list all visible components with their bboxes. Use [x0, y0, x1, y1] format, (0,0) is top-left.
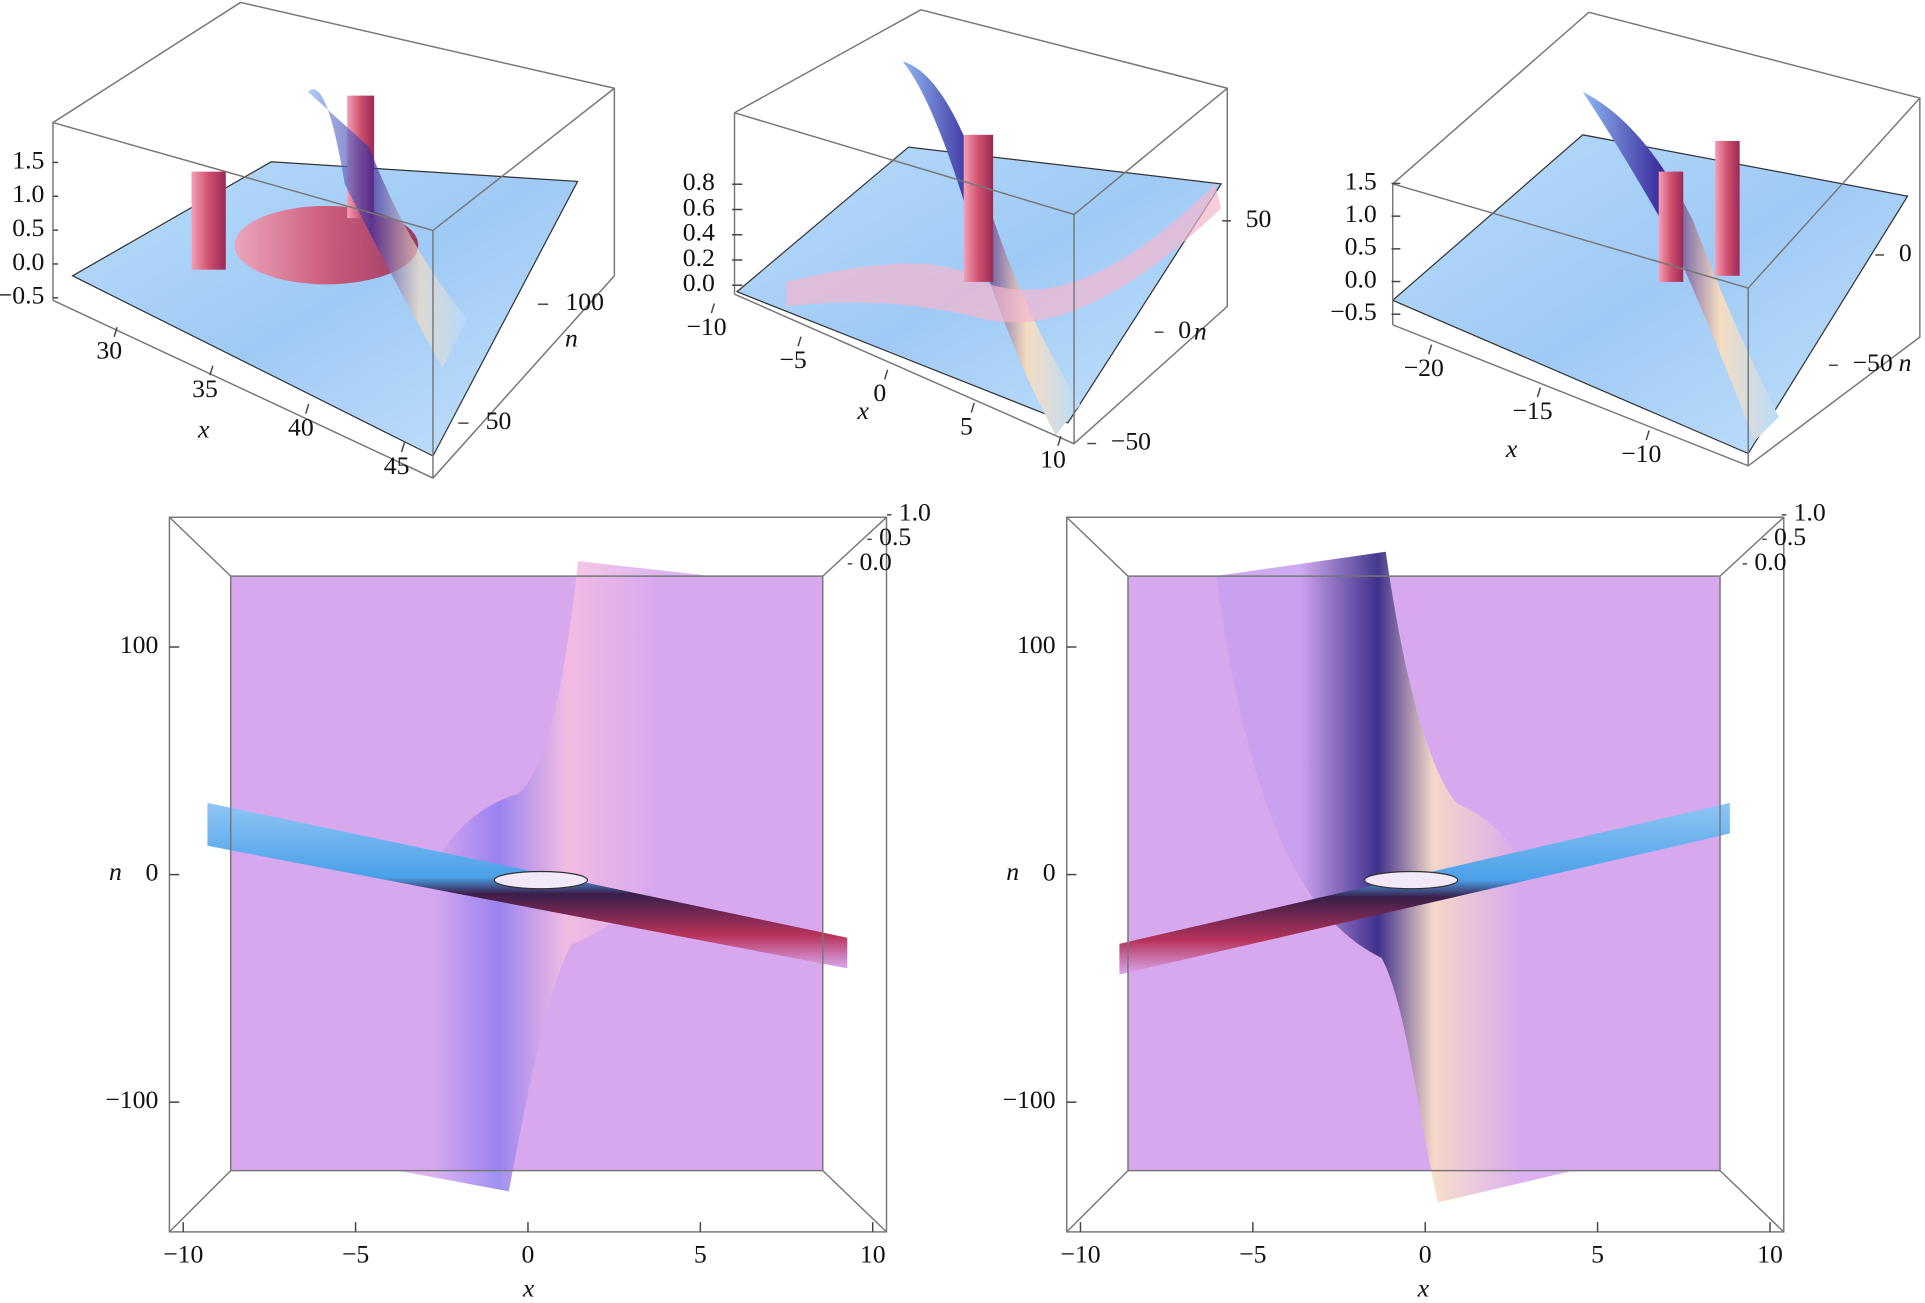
z-tick-label: 0.0 — [683, 268, 715, 297]
x-tick-label: −5 — [1239, 1239, 1266, 1268]
z-tick-label: 1.0 — [1794, 498, 1826, 527]
z-tick-label: 1.0 — [12, 179, 44, 208]
z-tick-label: 0.0 — [1754, 547, 1786, 576]
x-axis-label: x — [1505, 434, 1518, 463]
x-tick-label: 10 — [1757, 1239, 1783, 1268]
x-tick-label: 30 — [96, 336, 122, 365]
tick-mark — [1536, 387, 1542, 398]
tick-mark — [1645, 430, 1650, 441]
tick-mark — [1427, 344, 1433, 355]
y-tick-label: 50 — [486, 406, 512, 435]
y-axis-label: n — [565, 324, 578, 353]
y-tick-label: −50 — [1853, 348, 1893, 377]
z-tick-label: −0.5 — [1330, 297, 1377, 326]
y-tick-label: 100 — [1017, 630, 1056, 659]
y-axis-label: n — [1006, 857, 1019, 886]
z-tick-label: 1.5 — [1345, 166, 1377, 195]
x-tick-label: −10 — [1060, 1239, 1100, 1268]
y-tick-label: 50 — [1246, 204, 1272, 233]
y-tick-label: 100 — [120, 630, 159, 659]
z-tick-label: 0.5 — [879, 522, 911, 551]
tick-mark — [970, 402, 975, 413]
z-tick-label: 1.5 — [12, 145, 44, 174]
z-tick-label: 0.6 — [683, 192, 715, 221]
y-axis-label: n — [109, 857, 122, 886]
x-tick-label: 0 — [1419, 1239, 1432, 1268]
y-tick-label: −50 — [1111, 426, 1151, 455]
y-tick-label: −100 — [105, 1085, 158, 1114]
tick-mark — [1057, 435, 1062, 446]
x-tick-label: 10 — [1040, 445, 1066, 474]
x-axis-label: x — [1417, 1274, 1430, 1303]
x-tick-label: −15 — [1512, 396, 1552, 425]
z-tick-label: 0.4 — [683, 218, 715, 247]
x-tick-label: −5 — [342, 1239, 369, 1268]
y-axis-label: n — [1194, 316, 1207, 345]
x-tick-label: 5 — [694, 1239, 707, 1268]
y-axis-label: n — [1899, 348, 1912, 377]
x-axis-label: x — [197, 414, 210, 443]
decor — [52, 1, 1921, 1233]
tick-mark — [883, 369, 889, 380]
x-tick-label: 5 — [960, 411, 973, 440]
z-tick-label: 0.5 — [12, 213, 44, 242]
z-tick-label: 0.8 — [683, 167, 715, 196]
z-tick-label: 0.5 — [1345, 232, 1377, 261]
x-axis-label: x — [522, 1274, 535, 1303]
y-tick-label: 100 — [565, 287, 604, 316]
y-tick-label: 0 — [1899, 238, 1912, 267]
z-tick-label: 1.0 — [899, 498, 931, 527]
x-tick-label: −20 — [1404, 353, 1444, 382]
z-tick-label: 0.0 — [12, 247, 44, 276]
z-tick-label: 0.0 — [860, 547, 892, 576]
x-tick-label: −10 — [1621, 439, 1661, 468]
y-tick-label: 0 — [1043, 857, 1056, 886]
y-tick-label: 0 — [1178, 315, 1191, 344]
x-tick-label: 0 — [522, 1239, 535, 1268]
y-tick-label: 0 — [146, 857, 159, 886]
x-tick-label: 0 — [873, 378, 886, 407]
tick-mark — [400, 442, 406, 453]
x-tick-label: 40 — [288, 412, 314, 441]
tick-mark — [797, 336, 802, 347]
x-tick-label: 45 — [384, 451, 410, 480]
tick-mark — [305, 403, 310, 414]
x-tick-label: −10 — [163, 1239, 203, 1268]
z-tick-label: 0.5 — [1774, 522, 1806, 551]
tick-mark — [113, 327, 118, 338]
x-tick-label: 5 — [1591, 1239, 1604, 1268]
x-tick-label: −10 — [686, 312, 726, 341]
tick-mark — [710, 303, 716, 314]
x-tick-label: −5 — [779, 345, 806, 374]
x-tick-label: 10 — [860, 1239, 886, 1268]
z-tick-label: −0.5 — [0, 281, 44, 310]
x-tick-label: 35 — [192, 374, 218, 403]
tick-mark — [209, 365, 214, 376]
x-axis-label: x — [856, 396, 869, 425]
y-tick-label: −100 — [1003, 1085, 1056, 1114]
z-tick-label: 1.0 — [1345, 199, 1377, 228]
z-tick-label: 0.2 — [683, 243, 715, 272]
z-tick-label: 0.0 — [1345, 264, 1377, 293]
